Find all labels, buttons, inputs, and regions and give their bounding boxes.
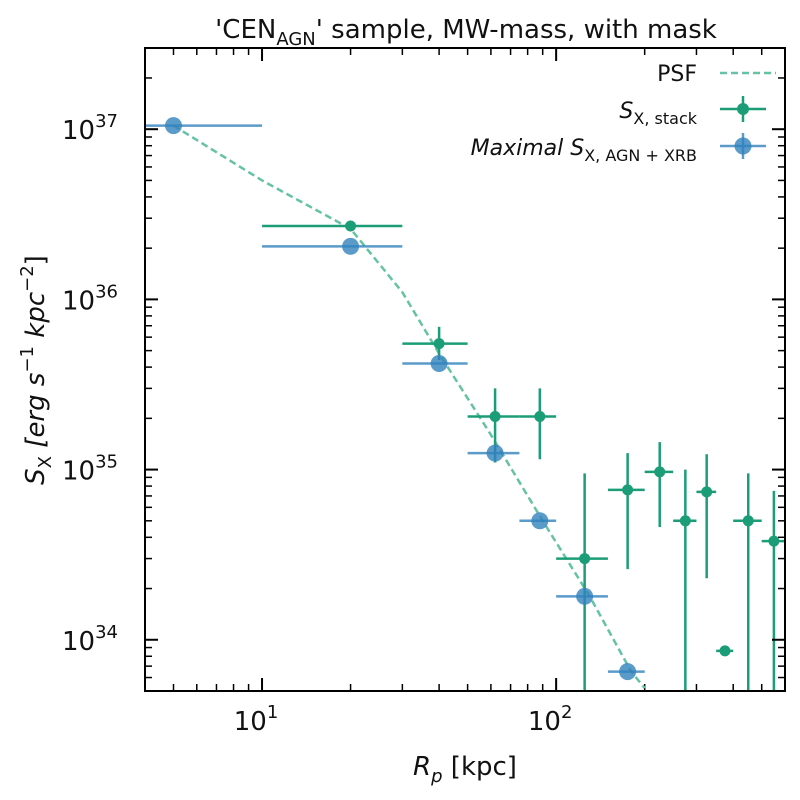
stack-marker	[742, 515, 754, 527]
x-tick-label: 102	[528, 702, 573, 737]
maximal-marker	[531, 512, 549, 530]
stack-marker	[489, 411, 501, 423]
stack-marker	[345, 220, 357, 232]
maximal-marker	[430, 355, 448, 373]
maximal-point	[402, 355, 468, 373]
x-tick-label: 101	[234, 702, 279, 737]
y-tick-label: 1035	[62, 452, 118, 487]
stack-marker	[701, 486, 713, 498]
stack-point	[644, 442, 674, 527]
maximal-point	[262, 237, 403, 255]
stack-point	[716, 645, 734, 657]
maximal-point	[145, 117, 263, 135]
maximal-point	[607, 663, 645, 681]
stack-marker	[654, 466, 666, 478]
stack-series	[262, 220, 785, 691]
y-tick-label: 1037	[62, 111, 118, 146]
stack-point	[673, 469, 697, 691]
stack-point	[607, 453, 645, 570]
stack-point	[696, 454, 717, 579]
maximal-marker	[165, 117, 183, 135]
y-ticks: 1034 1035 1036 1037	[62, 111, 785, 657]
legend-label-maximal: Maximal SX, AGN + XRB	[471, 136, 697, 165]
stack-marker	[679, 515, 691, 527]
legend-swatch-stack	[720, 96, 766, 122]
legend: PSF SX, stack Maximal SX, AGN + XRB	[471, 62, 776, 165]
minor-ticks	[145, 47, 785, 691]
stack-point	[262, 220, 403, 232]
x-axis-label: Rp [kpc]	[413, 752, 517, 787]
y-tick-label: 1034	[62, 622, 118, 657]
x-ticks: 101 102	[234, 48, 573, 737]
maximal-marker	[486, 444, 504, 462]
chart-title: 'CENAGN' sample, MW-mass, with mask	[215, 15, 717, 50]
y-tick-label: 1036	[62, 281, 118, 316]
maximal-series	[145, 117, 645, 681]
legend-swatch-maximal	[720, 133, 766, 159]
maximal-point	[556, 587, 608, 605]
stack-marker	[768, 535, 780, 547]
stack-marker	[579, 553, 591, 565]
psf-line	[172, 124, 646, 689]
y-axis-label: SX [erg s−1 kpc−2]	[17, 255, 56, 485]
maximal-point	[467, 444, 520, 462]
psf-series	[172, 124, 646, 689]
stack-point	[556, 473, 608, 691]
stack-marker	[534, 411, 546, 423]
stack-point	[733, 473, 762, 691]
maximal-marker	[576, 587, 594, 605]
stack-marker	[719, 645, 731, 657]
stack-point	[402, 326, 468, 361]
maximal-marker	[342, 237, 360, 255]
stack-marker	[433, 338, 445, 350]
stack-marker	[622, 484, 634, 496]
maximal-point	[519, 512, 557, 530]
legend-label-psf: PSF	[657, 62, 697, 87]
maximal-marker	[619, 663, 637, 681]
stack-point	[519, 388, 557, 460]
plot-frame	[144, 47, 786, 692]
stack-point	[761, 490, 785, 691]
legend-label-stack: SX, stack	[619, 99, 697, 128]
